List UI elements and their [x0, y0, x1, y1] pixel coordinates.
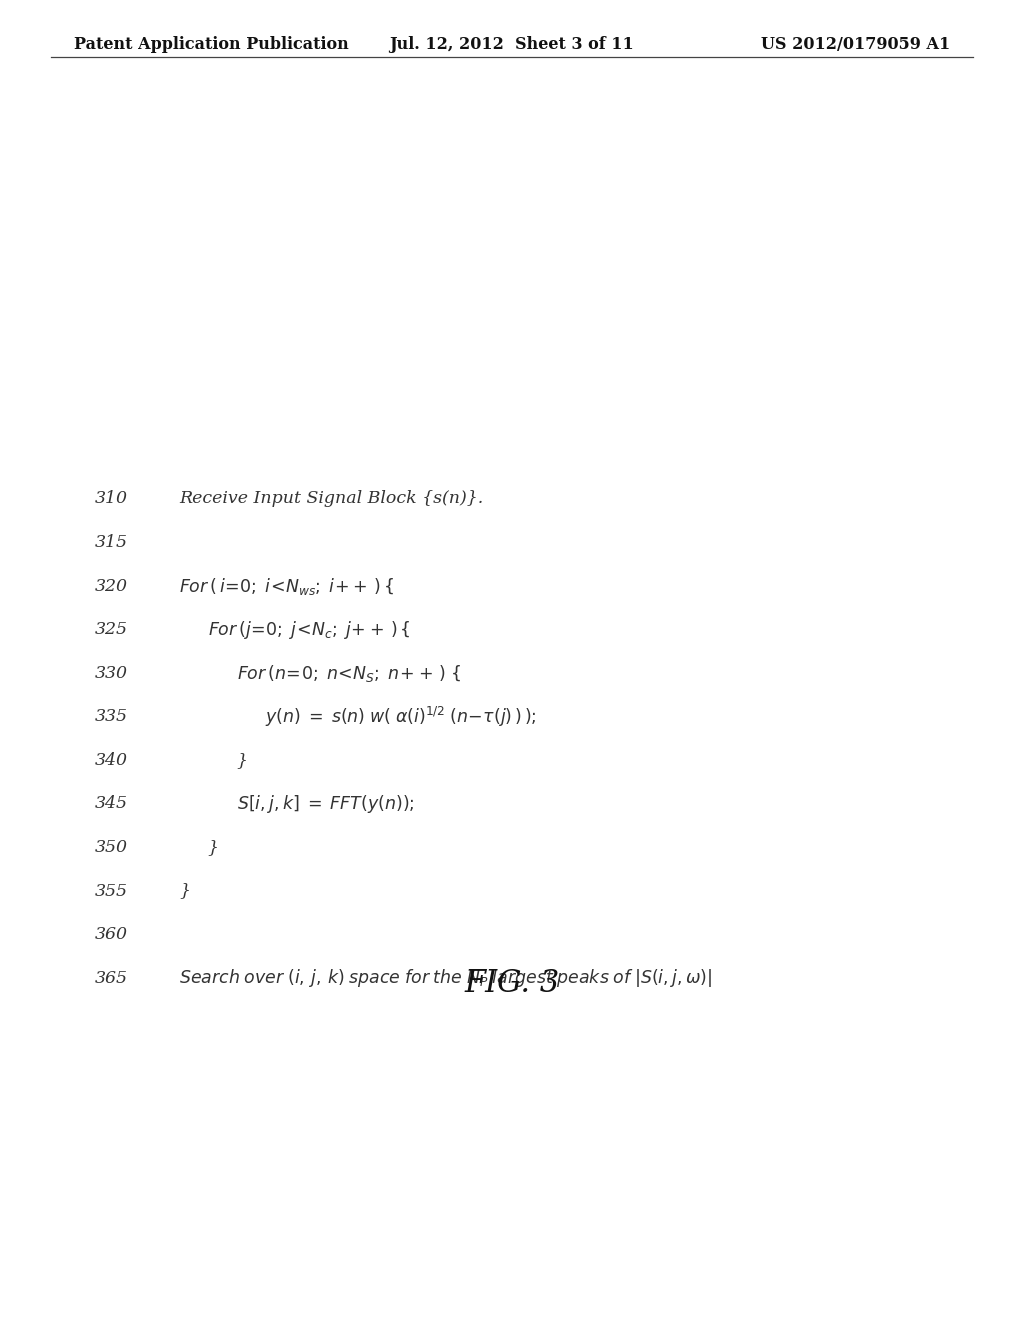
Text: Patent Application Publication: Patent Application Publication	[74, 37, 348, 53]
Text: }: }	[179, 883, 190, 899]
Text: 365: 365	[95, 970, 128, 986]
Text: $\mathit{For}\,(j\!=\!0;\;j\!<\!N_c;\;j\!+\!+\,)\,\{$: $\mathit{For}\,(j\!=\!0;\;j\!<\!N_c;\;j\…	[208, 619, 411, 640]
Text: $y(n)\;=\;s(n)\;w(\;\alpha(i)^{1/2}\;(n\!-\!\tau(j)\,)\,);$: $y(n)\;=\;s(n)\;w(\;\alpha(i)^{1/2}\;(n\…	[265, 705, 537, 729]
Text: 335: 335	[95, 709, 128, 725]
Text: 330: 330	[95, 665, 128, 681]
Text: Jul. 12, 2012  Sheet 3 of 11: Jul. 12, 2012 Sheet 3 of 11	[389, 37, 635, 53]
Text: $\mathit{For}\,(\,i\!=\!0;\;i\!<\!N_{ws};\;i\!+\!+\,)\,\{$: $\mathit{For}\,(\,i\!=\!0;\;i\!<\!N_{ws}…	[179, 576, 394, 597]
Text: FIG. 3: FIG. 3	[464, 968, 560, 999]
Text: Receive Input Signal Block {s(n)}.: Receive Input Signal Block {s(n)}.	[179, 491, 483, 507]
Text: 345: 345	[95, 796, 128, 812]
Text: 310: 310	[95, 491, 128, 507]
Text: $\mathit{For}\,(n\!=\!0;\;n\!<\!N_S;\;n\!+\!+\,)\;\{$: $\mathit{For}\,(n\!=\!0;\;n\!<\!N_S;\;n\…	[237, 663, 461, 684]
Text: }: }	[208, 840, 219, 855]
Text: 350: 350	[95, 840, 128, 855]
Text: 360: 360	[95, 927, 128, 942]
Text: US 2012/0179059 A1: US 2012/0179059 A1	[761, 37, 950, 53]
Text: 340: 340	[95, 752, 128, 768]
Text: 325: 325	[95, 622, 128, 638]
Text: $S[i,j,k]\;=\;FFT(y(n));$: $S[i,j,k]\;=\;FFT(y(n));$	[237, 793, 414, 814]
Text: }: }	[237, 752, 248, 768]
Text: 320: 320	[95, 578, 128, 594]
Text: 315: 315	[95, 535, 128, 550]
Text: 355: 355	[95, 883, 128, 899]
Text: $\mathit{Search\;over\;}(i,\,j,\,k)\mathit{\;space\;for\;the\;}N_P\mathit{\;larg: $\mathit{Search\;over\;}(i,\,j,\,k)\math…	[179, 968, 713, 989]
